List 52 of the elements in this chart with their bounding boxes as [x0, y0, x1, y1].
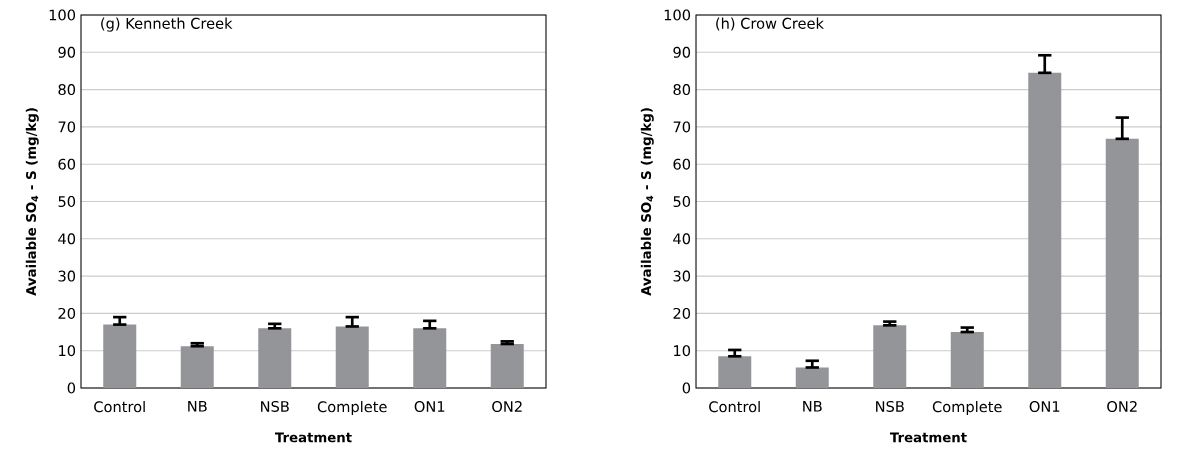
x-tick-label: ON2 — [1107, 400, 1137, 413]
y-tick-label: 20 — [673, 307, 691, 319]
bar — [795, 367, 829, 388]
x-tick-label: Complete — [932, 400, 1002, 416]
y-tick-label: 10 — [59, 345, 76, 357]
y-tick-label: 100 — [49, 9, 76, 21]
x-axis-title: Treatment — [890, 432, 967, 443]
x-tick-label: Complete — [317, 400, 387, 416]
x-tick-label: ON2 — [492, 400, 522, 413]
bar — [335, 326, 369, 388]
bar — [873, 325, 907, 388]
bar — [413, 328, 447, 388]
bar — [258, 328, 292, 388]
y-tick-label: 90 — [58, 46, 76, 58]
y-tick-label: 80 — [673, 84, 691, 96]
y-tick-label: 10 — [674, 345, 691, 357]
chart-title: (g) Kenneth Creek — [101, 17, 233, 32]
x-tick-label: Control — [94, 400, 145, 413]
bar — [1028, 72, 1062, 388]
bar — [950, 332, 984, 388]
y-axis-title: Available SO$_{4}$ - S (mg/kg) — [640, 108, 654, 296]
bar — [103, 324, 137, 388]
x-tick-label: ON1 — [1029, 400, 1060, 413]
y-tick-label: 80 — [58, 84, 76, 96]
y-tick-label: 30 — [673, 270, 691, 282]
y-tick-label: 70 — [58, 121, 76, 133]
y-tick-label: 40 — [673, 233, 691, 245]
x-tick-label: NSB — [876, 400, 904, 413]
y-axis-title: Available SO$_{4}$ - S (mg/kg) — [25, 108, 39, 296]
x-tick-label: NB — [188, 400, 207, 412]
y-tick-label: 40 — [58, 233, 76, 245]
x-tick-label: NSB — [261, 400, 289, 413]
y-tick-label: 90 — [673, 46, 691, 58]
y-tick-label: 60 — [673, 158, 691, 170]
x-axis-title: Treatment — [275, 432, 352, 443]
y-tick-label: 30 — [58, 270, 76, 282]
bar — [718, 356, 752, 388]
x-tick-label: NB — [803, 400, 822, 412]
chart-title: (h) Crow Creek — [716, 17, 824, 31]
bar — [1105, 138, 1139, 388]
y-tick-label: 20 — [58, 307, 76, 319]
bar — [490, 343, 524, 388]
y-tick-label: 0 — [67, 382, 76, 394]
y-tick-label: 70 — [673, 121, 691, 133]
x-tick-label: Control — [709, 400, 760, 413]
y-tick-label: 0 — [682, 382, 691, 394]
y-tick-label: 50 — [58, 195, 76, 208]
y-tick-label: 100 — [664, 9, 691, 21]
y-tick-label: 60 — [58, 158, 76, 170]
y-tick-label: 50 — [673, 195, 691, 208]
x-tick-label: ON1 — [414, 400, 445, 413]
bar — [180, 346, 214, 388]
